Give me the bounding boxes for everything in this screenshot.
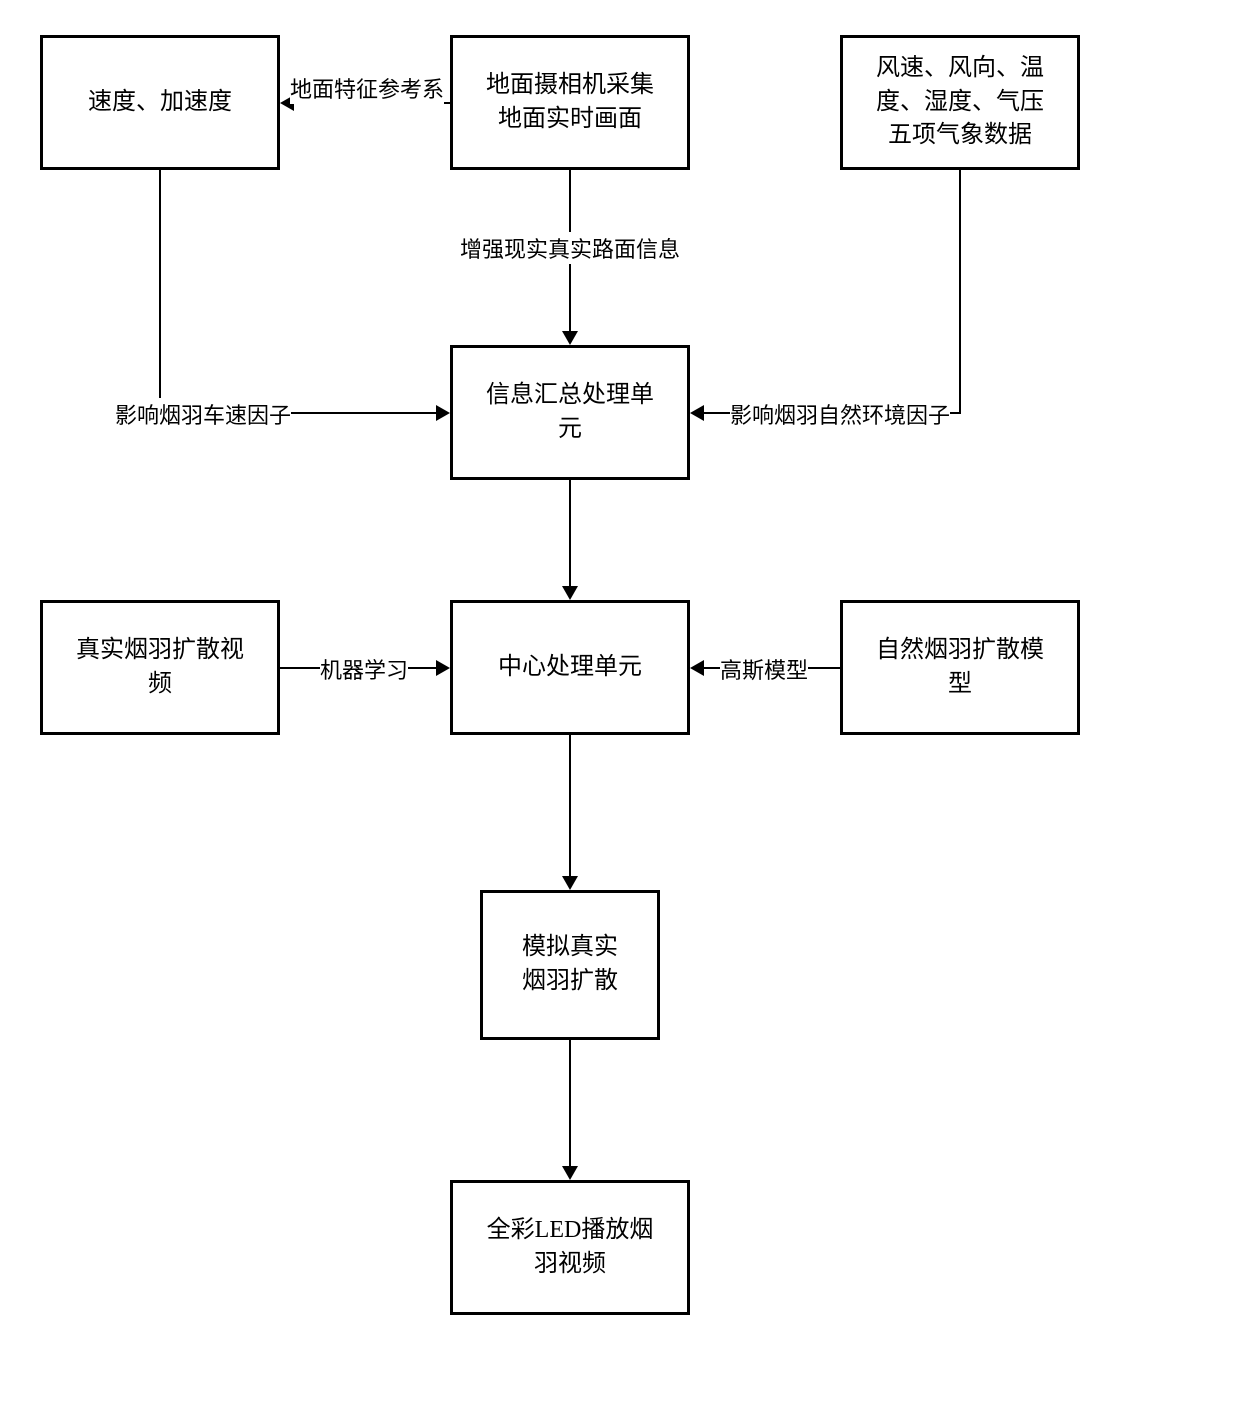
node-label: 自然烟羽扩散模型 [876,634,1044,701]
node-central-processing-unit: 中心处理单元 [450,600,690,735]
node-label: 风速、风向、温度、湿度、气压五项气象数据 [876,52,1044,153]
node-label: 信息汇总处理单元 [486,379,654,446]
arrowhead-icon [436,405,450,421]
arrowhead-icon [436,660,450,676]
node-real-plume-video: 真实烟羽扩散视频 [40,600,280,735]
arrowhead-icon [562,1166,578,1180]
node-label: 全彩LED播放烟羽视频 [487,1214,654,1281]
arrowhead-icon [562,876,578,890]
flowchart-diagram: 速度、加速度 地面摄相机采集地面实时画面 风速、风向、温度、湿度、气压五项气象数… [0,0,1240,1406]
node-speed-acceleration: 速度、加速度 [40,35,280,170]
edge-line [959,170,961,412]
node-label: 真实烟羽扩散视频 [76,634,244,701]
arrowhead-icon [690,660,704,676]
node-ground-camera: 地面摄相机采集地面实时画面 [450,35,690,170]
node-weather-data: 风速、风向、温度、湿度、气压五项气象数据 [840,35,1080,170]
edge-line [569,1040,571,1166]
node-simulate-plume: 模拟真实烟羽扩散 [480,890,660,1040]
edge-line [159,170,161,412]
node-label: 速度、加速度 [88,86,232,120]
edge-label-ground-reference: 地面特征参考系 [290,72,444,104]
edge-label-environment-factor: 影响烟羽自然环境因子 [730,398,950,430]
node-label: 地面摄相机采集地面实时画面 [486,69,654,136]
edge-line [569,735,571,876]
edge-line [569,480,571,586]
arrowhead-icon [562,331,578,345]
node-info-processing-unit: 信息汇总处理单元 [450,345,690,480]
node-natural-plume-model: 自然烟羽扩散模型 [840,600,1080,735]
node-label: 模拟真实烟羽扩散 [522,931,618,998]
node-led-display: 全彩LED播放烟羽视频 [450,1180,690,1315]
edge-label-machine-learning: 机器学习 [320,653,408,685]
arrowhead-icon [562,586,578,600]
edge-label-gaussian-model: 高斯模型 [720,653,808,685]
node-label: 中心处理单元 [498,651,642,685]
arrowhead-icon [690,405,704,421]
edge-label-speed-factor: 影响烟羽车速因子 [115,398,291,430]
edge-label-ar-road-info: 增强现实真实路面信息 [460,232,680,264]
